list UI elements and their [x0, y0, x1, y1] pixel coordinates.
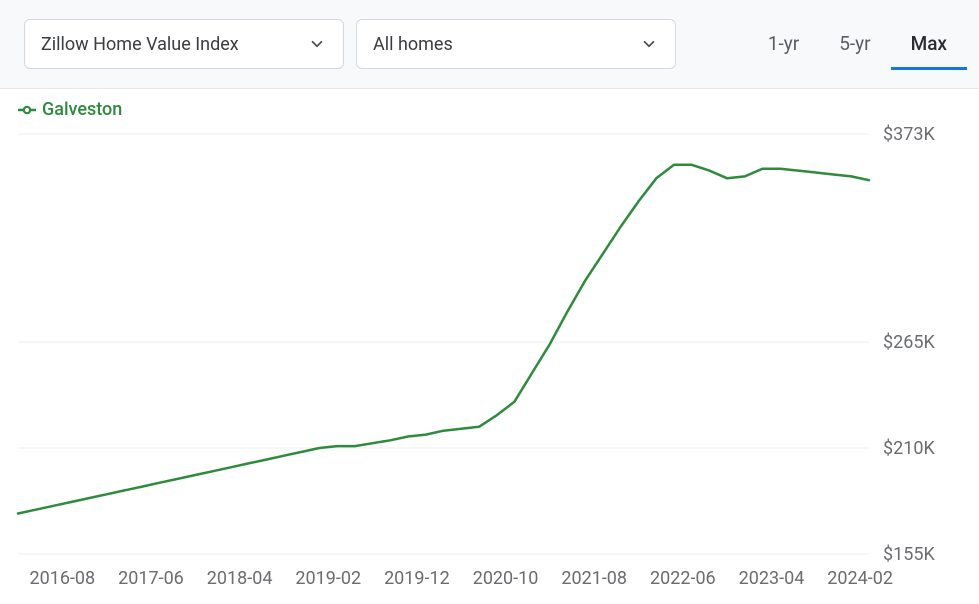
chevron-down-icon	[639, 34, 659, 54]
range-tab-1yr[interactable]: 1-yr	[748, 18, 819, 70]
x-tick-label: 2023-04	[739, 568, 805, 589]
range-tab-label: 5-yr	[839, 32, 870, 55]
filter-dropdown[interactable]: All homes	[356, 19, 676, 69]
filter-dropdown-label: All homes	[373, 34, 453, 55]
x-tick-label: 2017-06	[118, 568, 184, 589]
metric-dropdown-label: Zillow Home Value Index	[41, 34, 239, 55]
x-tick-label: 2020-10	[473, 568, 539, 589]
range-tab-label: Max	[911, 32, 947, 55]
x-tick-label: 2024-02	[827, 568, 893, 589]
controls-bar: Zillow Home Value Index All homes 1-yr 5…	[0, 0, 979, 89]
range-tab-5yr[interactable]: 5-yr	[819, 18, 890, 70]
legend-label: Galveston	[42, 99, 122, 120]
x-tick-label: 2022-06	[650, 568, 716, 589]
x-tick-label: 2018-04	[207, 568, 273, 589]
x-tick-label: 2019-12	[384, 568, 450, 589]
metric-dropdown[interactable]: Zillow Home Value Index	[24, 19, 344, 69]
x-tick-label: 2021-08	[561, 568, 627, 589]
range-tabs: 1-yr 5-yr Max	[748, 18, 967, 70]
y-tick-label: $210K	[883, 438, 935, 459]
chart-area: $155K $210K $265K $373K 2016-08 2017-06 2018-0…	[0, 124, 979, 604]
chevron-down-icon	[307, 34, 327, 54]
y-tick-label: $155K	[883, 544, 935, 565]
chart-legend: Galveston	[0, 89, 979, 124]
x-tick-label: 2016-08	[29, 568, 95, 589]
range-tab-label: 1-yr	[768, 32, 799, 55]
range-tab-max[interactable]: Max	[891, 18, 967, 70]
line-chart: $155K $210K $265K $373K 2016-08 2017-06 2018-0…	[0, 124, 979, 604]
y-tick-label: $265K	[883, 332, 935, 353]
legend-swatch-icon	[18, 104, 36, 116]
x-tick-label: 2019-02	[295, 568, 361, 589]
y-tick-label: $373K	[883, 124, 935, 145]
series-line-galveston	[18, 165, 869, 514]
